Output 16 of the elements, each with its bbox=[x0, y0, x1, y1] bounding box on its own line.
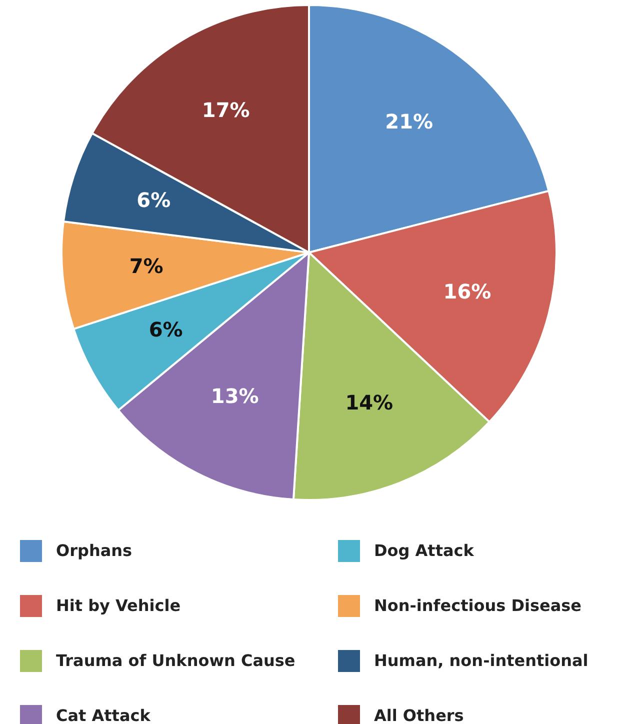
data-label: 6% bbox=[136, 188, 171, 212]
data-label: 14% bbox=[345, 390, 394, 415]
data-label: 21% bbox=[385, 110, 434, 134]
legend-label: Trauma of Unknown Cause bbox=[56, 651, 296, 670]
legend-label: Hit by Vehicle bbox=[56, 596, 181, 615]
data-label: 16% bbox=[443, 279, 492, 304]
data-label: 13% bbox=[210, 384, 259, 408]
legend-label: Human, non-intentional bbox=[374, 651, 588, 670]
data-label: 6% bbox=[148, 317, 183, 342]
legend-label: All Others bbox=[374, 706, 464, 724]
data-label: 7% bbox=[129, 254, 164, 278]
legend-label: Non-infectious Disease bbox=[374, 596, 582, 615]
data-label: 17% bbox=[202, 98, 250, 122]
legend-label: Orphans bbox=[56, 541, 132, 560]
legend-label: Dog Attack bbox=[374, 541, 474, 560]
legend-label: Cat Attack bbox=[56, 706, 150, 724]
